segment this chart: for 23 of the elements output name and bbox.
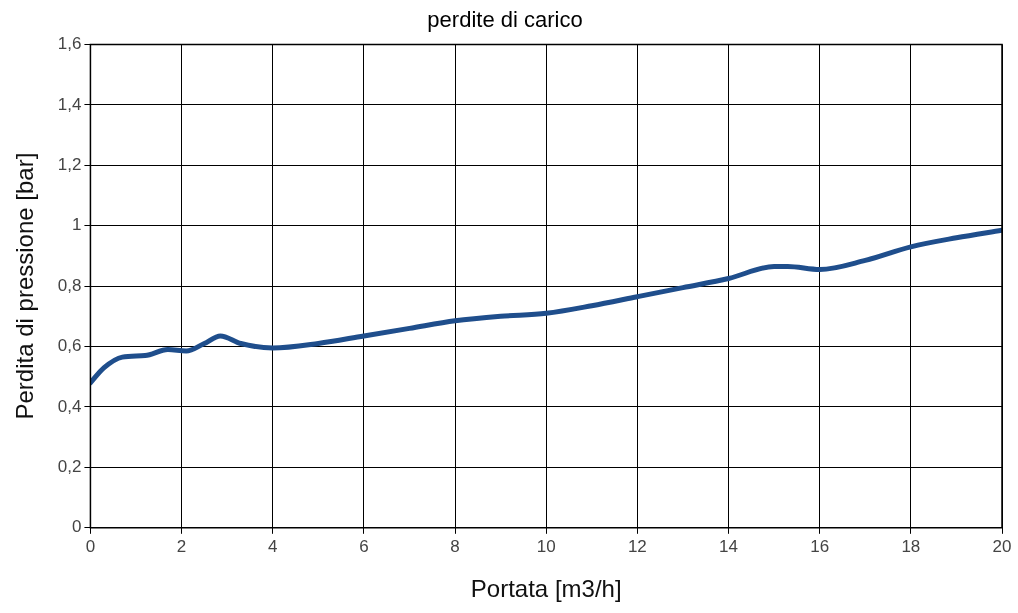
x-axis-title: Portata [m3/h] bbox=[470, 575, 622, 603]
x-tick-label: 2 bbox=[176, 536, 187, 556]
x-tick-label: 8 bbox=[450, 536, 460, 556]
x-tick-label: 12 bbox=[627, 536, 647, 556]
x-tick-label: 6 bbox=[359, 536, 369, 556]
y-tick-label: 0 bbox=[71, 517, 82, 537]
x-tick-label: 16 bbox=[810, 536, 830, 556]
y-tick-label: 1 bbox=[71, 215, 82, 235]
y-tick-label: 0,2 bbox=[57, 457, 82, 477]
x-tick-label: 18 bbox=[901, 536, 921, 556]
y-tick-label: 0,4 bbox=[57, 396, 82, 416]
y-axis-title: Perdita di pressione [bar] bbox=[11, 152, 39, 420]
x-tick-label: 20 bbox=[992, 536, 1012, 556]
y-tick-label: 0,6 bbox=[57, 336, 82, 356]
x-tick-label: 14 bbox=[719, 536, 738, 556]
x-tick-label: 10 bbox=[536, 536, 556, 556]
chart-title: perdite di carico bbox=[427, 7, 583, 33]
x-tick-label: 4 bbox=[268, 536, 278, 556]
y-tick-label: 1,6 bbox=[57, 34, 82, 54]
y-tick-label: 0,8 bbox=[57, 275, 82, 295]
y-tick-label: 1,2 bbox=[57, 154, 82, 174]
y-tick-label: 1,4 bbox=[57, 94, 82, 114]
x-tick-label: 0 bbox=[85, 536, 96, 556]
